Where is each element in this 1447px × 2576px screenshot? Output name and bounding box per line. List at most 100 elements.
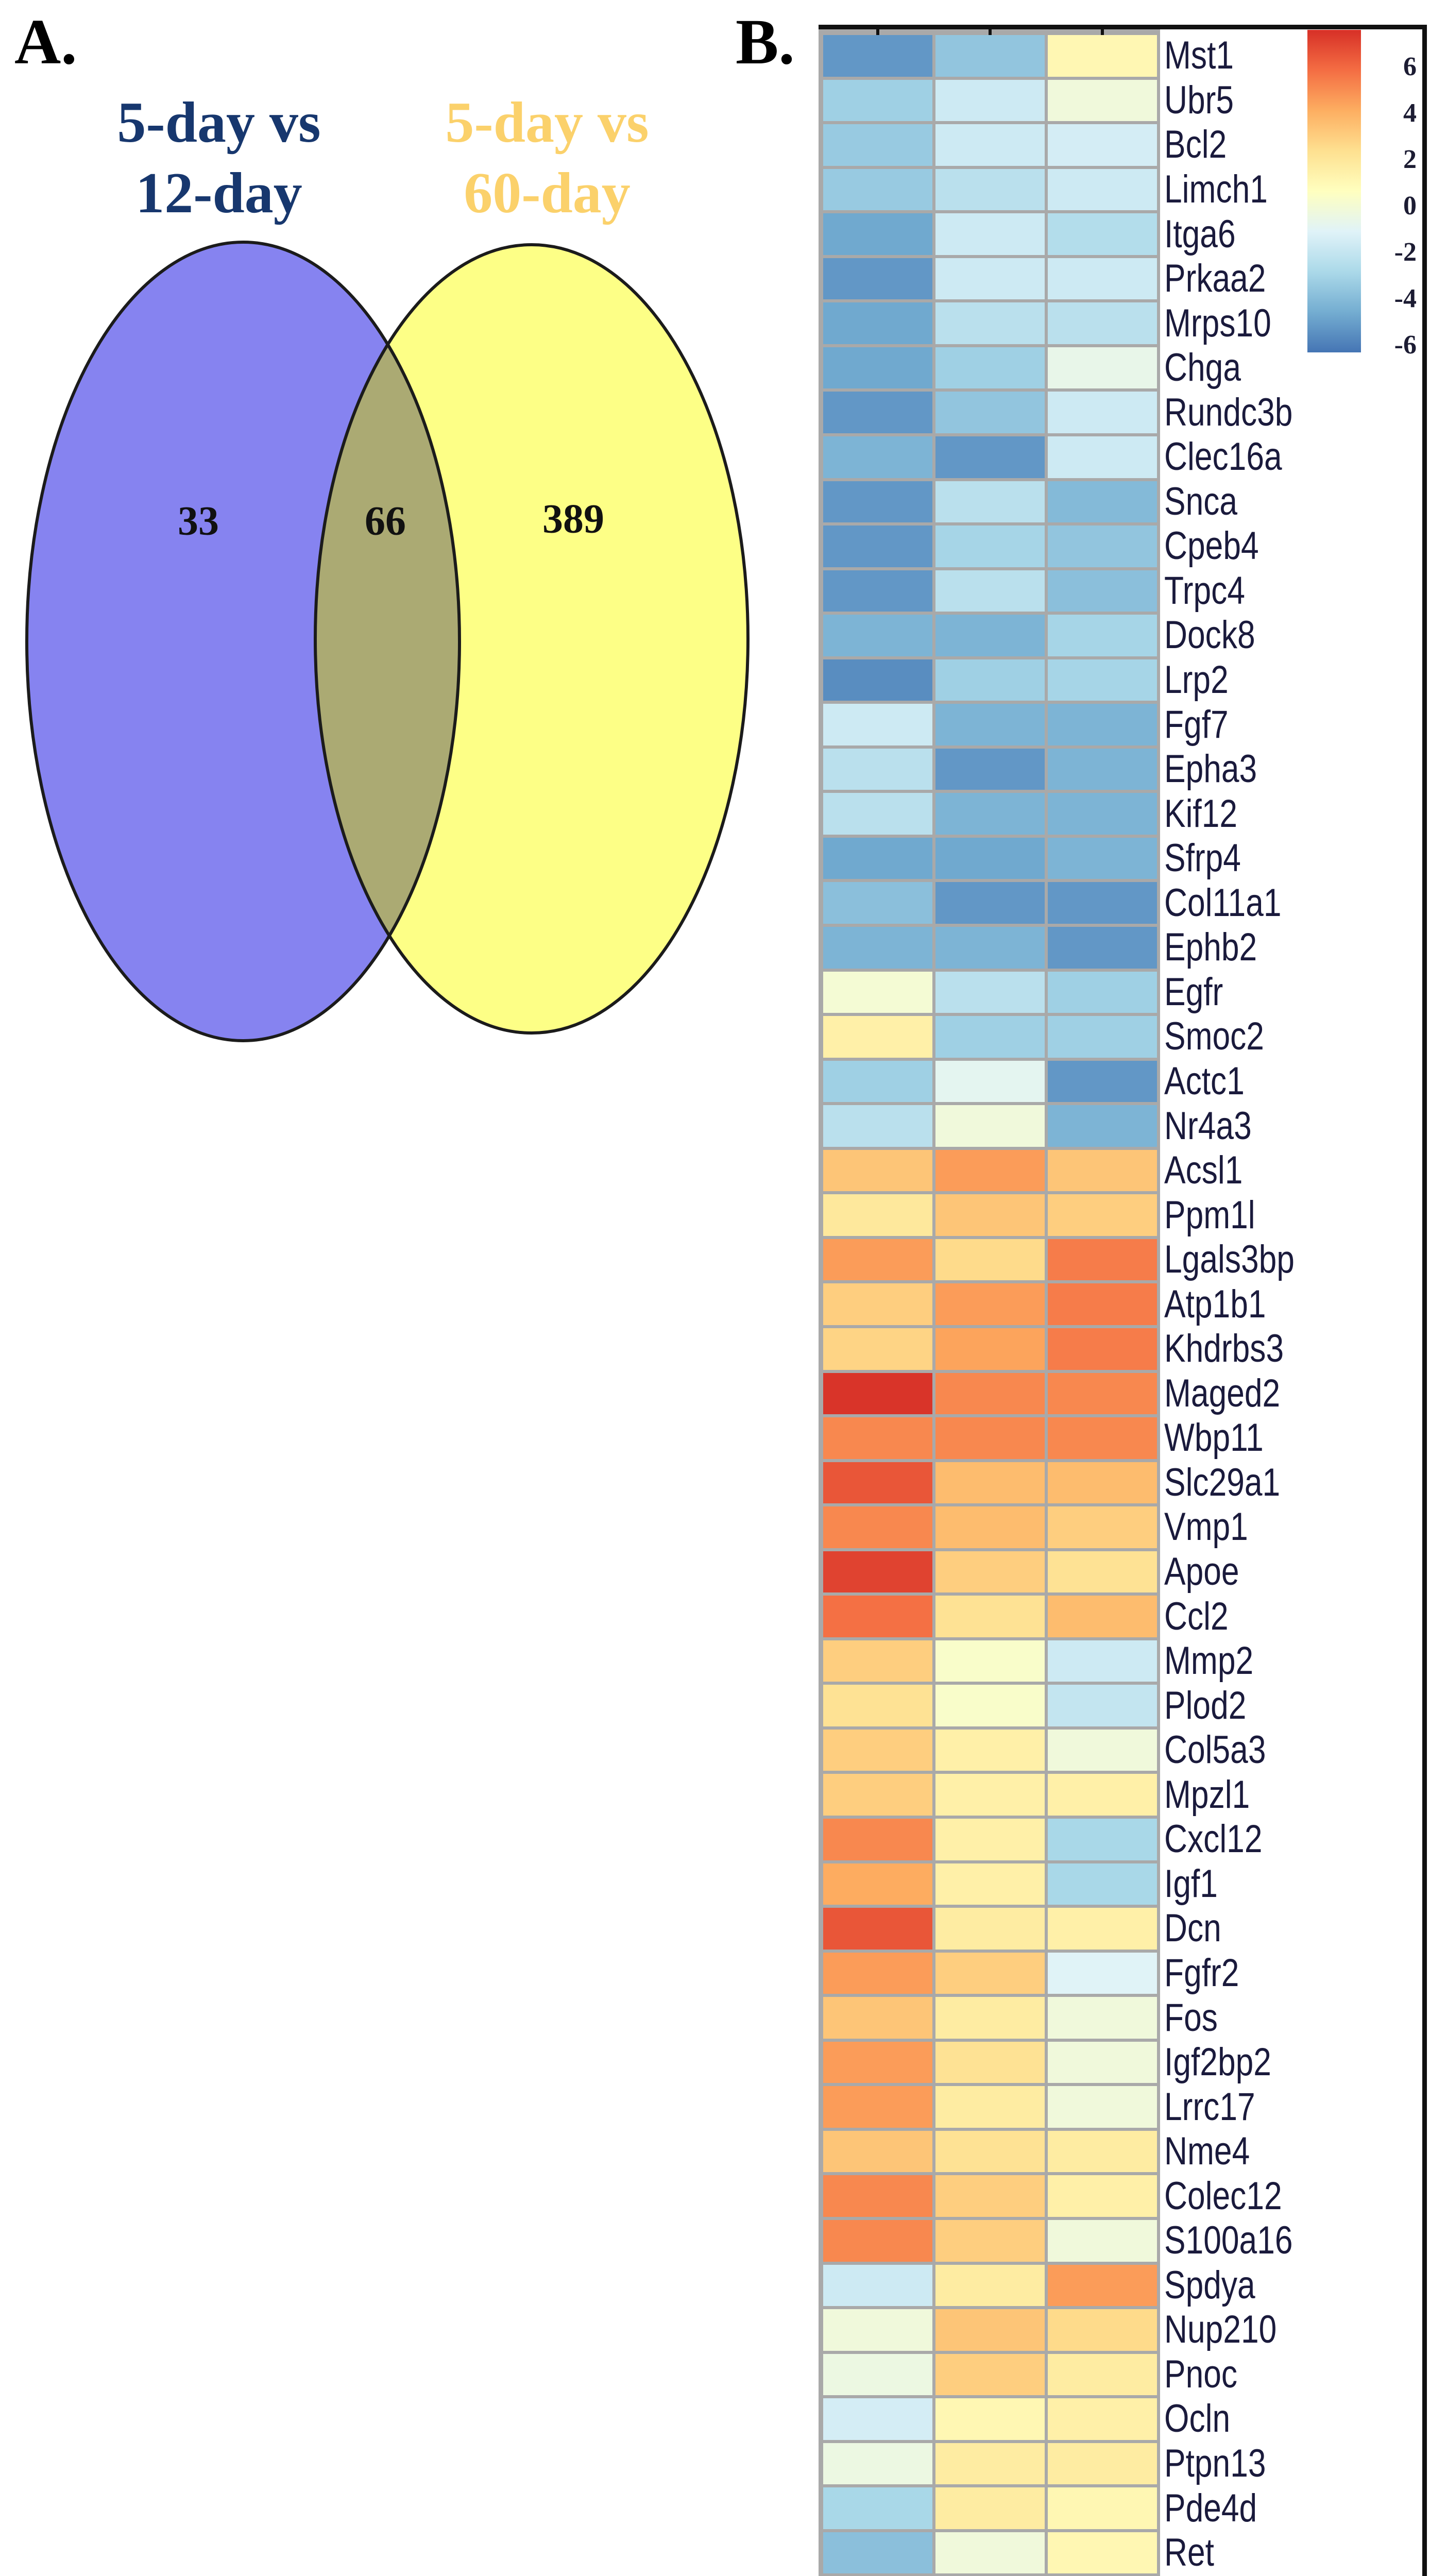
venn-overlap-region [315, 245, 459, 1033]
heatmap-cell [823, 1372, 932, 1415]
heatmap-cell [935, 1506, 1045, 1548]
gene-label: Lrp2 [1164, 658, 1229, 702]
gene-label: Dcn [1164, 1906, 1221, 1951]
venn-set1-title-line2: 12-day [135, 161, 302, 225]
venn-set2-title-line1: 5-day vs [445, 91, 649, 155]
heatmap-cell [1048, 570, 1157, 612]
heatmap-cell [1048, 1060, 1157, 1103]
heatmap-cell [935, 481, 1045, 523]
heatmap-cell [823, 2175, 932, 2217]
heatmap-cell [823, 570, 932, 612]
heatmap-cell [1048, 793, 1157, 835]
heatmap-cell [823, 1863, 932, 1905]
heatmap-cell [1048, 1194, 1157, 1236]
heatmap-cell [823, 436, 932, 478]
heatmap-cell [1048, 1908, 1157, 1950]
heatmap-cell [1048, 2086, 1157, 2128]
heatmap-cell [1048, 1149, 1157, 1192]
gene-label: Lrrc17 [1164, 2084, 1255, 2129]
heatmap-cell [935, 436, 1045, 478]
heatmap-cell [1048, 168, 1157, 211]
heatmap-cell [1048, 659, 1157, 701]
gene-label: Itga6 [1164, 212, 1236, 256]
heatmap-cell [1048, 436, 1157, 478]
heatmap-cell [823, 258, 932, 300]
gene-label: Colec12 [1164, 2174, 1282, 2218]
gene-label: Cpeb4 [1164, 524, 1259, 568]
heatmap-cell [935, 2041, 1045, 2083]
heatmap-cell [1048, 302, 1157, 344]
heatmap-cell [823, 481, 932, 523]
heatmap-cell [823, 124, 932, 166]
heatmap-cell [1048, 1372, 1157, 1415]
heatmap-cell [935, 2130, 1045, 2173]
venn-set1-count: 33 [178, 498, 219, 544]
gene-label: Plod2 [1164, 1683, 1247, 1727]
heatmap-cell [1048, 2130, 1157, 2173]
heatmap-cell [1048, 2309, 1157, 2351]
heatmap-cell [1048, 2532, 1157, 2574]
gene-label: Rundc3b [1164, 390, 1293, 434]
heatmap-cell [935, 1149, 1045, 1192]
heatmap-cell [935, 659, 1045, 701]
heatmap-cell [935, 124, 1045, 166]
heatmap-cell [823, 35, 932, 77]
venn-set1-outline [25, 241, 461, 1042]
venn-overlap-count: 66 [365, 498, 406, 544]
heatmap-cell [1048, 35, 1157, 77]
heatmap-cell [935, 1596, 1045, 1637]
heatmap-cell [935, 1819, 1045, 1860]
heatmap-cell [1048, 615, 1157, 656]
heatmap-cell [935, 258, 1045, 300]
heatmap-cell [935, 168, 1045, 211]
heatmap-cell [823, 2353, 932, 2396]
heatmap-cell [823, 1952, 932, 1994]
heatmap-cell [1048, 392, 1157, 433]
gene-label: Igf2bp2 [1164, 2040, 1271, 2084]
colorbar-tick-label: 4 [1403, 98, 1417, 128]
heatmap-cell [1048, 79, 1157, 122]
heatmap-cell [935, 2353, 1045, 2396]
heatmap-cell [1048, 971, 1157, 1013]
gene-label: Ret [1164, 2531, 1214, 2575]
gene-label: Vmp1 [1164, 1505, 1248, 1549]
heatmap-cell [823, 1774, 932, 1816]
heatmap-cell [1048, 927, 1157, 969]
heatmap-cell [935, 1194, 1045, 1236]
heatmap-cell [823, 1997, 932, 2039]
gene-label: Cxcl12 [1164, 1817, 1263, 1861]
heatmap-cell [823, 1060, 932, 1103]
heatmap-cell [935, 35, 1045, 77]
heatmap-cell [823, 971, 932, 1013]
heatmap-cell [1048, 1729, 1157, 1771]
heatmap-cell [935, 2264, 1045, 2307]
heatmap-cell [935, 1640, 1045, 1682]
colorbar-tick-label: 6 [1403, 52, 1417, 81]
gene-label: Atp1b1 [1164, 1282, 1266, 1326]
heatmap-cell [823, 1149, 932, 1192]
heatmap-cell [1048, 1640, 1157, 1682]
heatmap-cell [1048, 2398, 1157, 2440]
heatmap-cell [823, 168, 932, 211]
heatmap-cell [823, 1819, 932, 1860]
heatmap-cell [1048, 1506, 1157, 1548]
heatmap-cell [935, 793, 1045, 835]
heatmap-cell [823, 1640, 932, 1682]
heatmap-cell [823, 1016, 932, 1058]
heatmap-cell [823, 2487, 932, 2529]
colorbar-tick-label: 2 [1403, 145, 1417, 174]
heatmap-cell [823, 615, 932, 656]
heatmap-cell [935, 971, 1045, 1013]
colorbar-tick-label: -6 [1394, 330, 1417, 360]
heatmap-cell [823, 1551, 932, 1593]
gene-label: Mmp2 [1164, 1639, 1254, 1683]
panel-a-label: A. [14, 7, 77, 78]
gene-label: Fos [1164, 1995, 1218, 2040]
gene-label: Khdrbs3 [1164, 1327, 1284, 1371]
gene-label: Ppm1l [1164, 1193, 1255, 1237]
heatmap-cell [1048, 1417, 1157, 1459]
heatmap-cell [935, 1863, 1045, 1905]
heatmap-cell [823, 704, 932, 745]
heatmap-cell [1048, 1239, 1157, 1281]
